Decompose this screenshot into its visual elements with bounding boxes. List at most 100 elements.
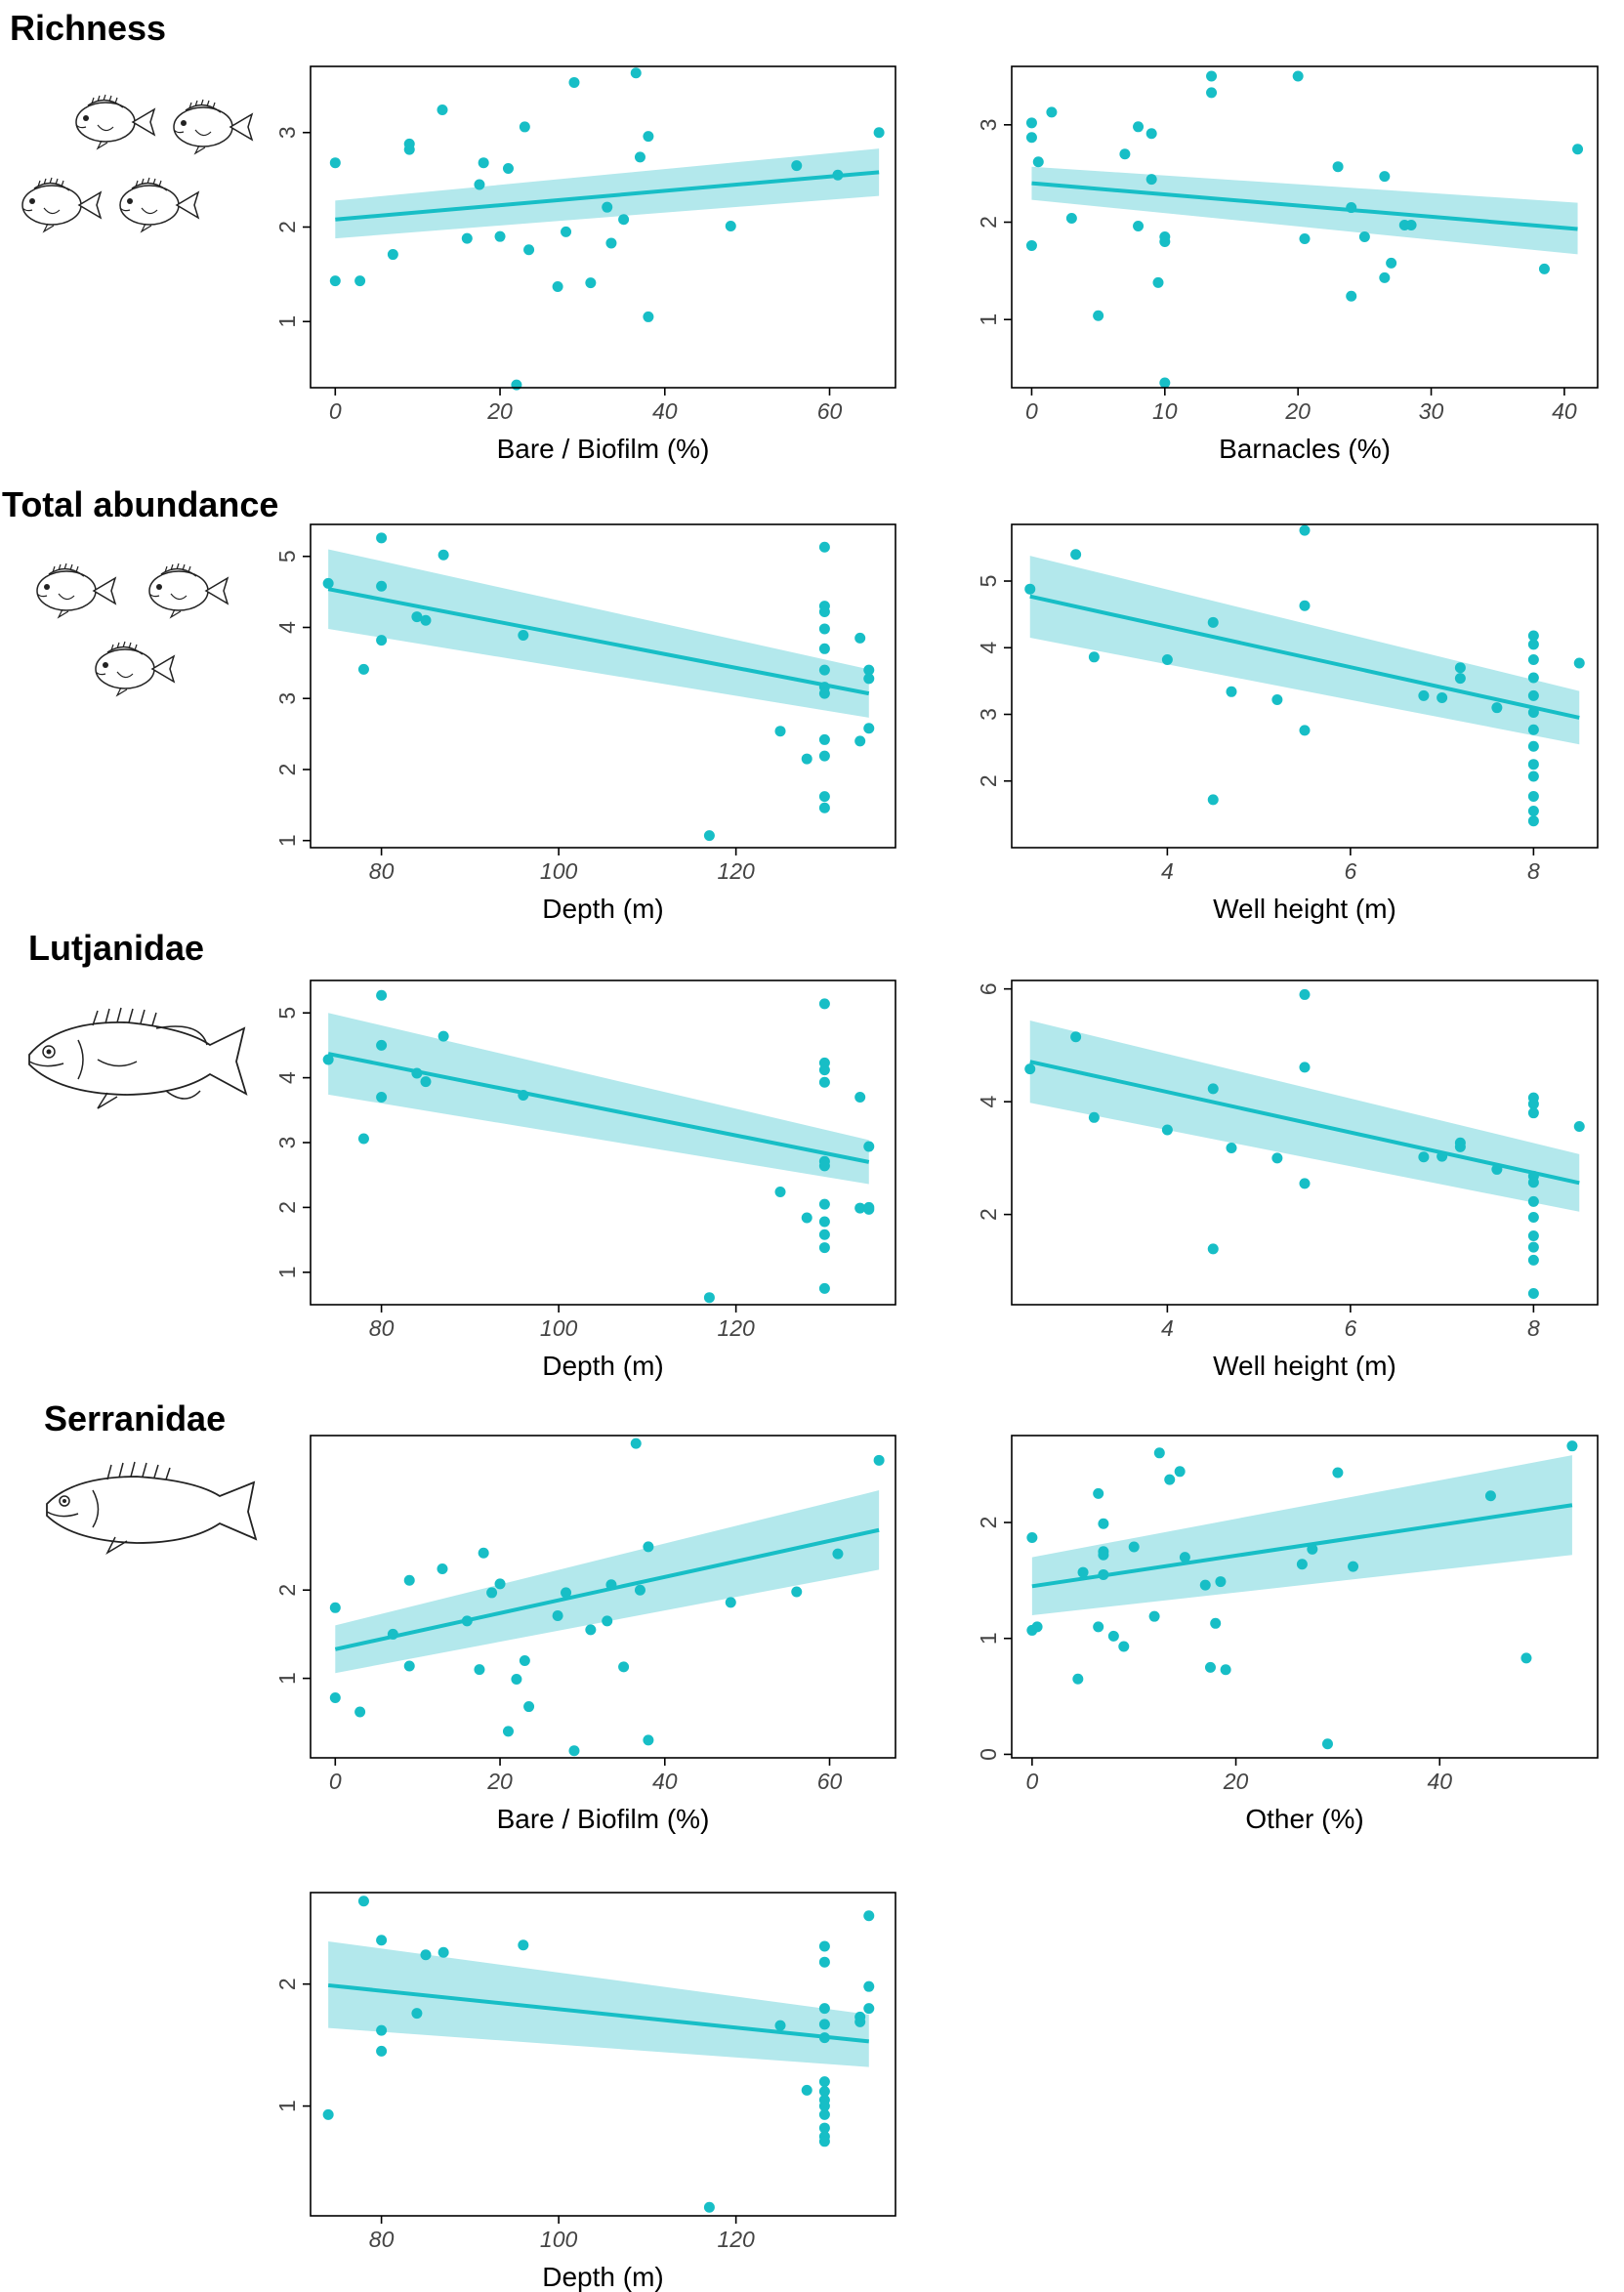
data-point — [774, 1186, 786, 1197]
data-point — [1307, 1543, 1318, 1555]
data-point — [863, 1980, 875, 1992]
y-tick-label: 4 — [976, 1096, 1001, 1108]
data-point — [1299, 1178, 1311, 1189]
confidence-band — [328, 1940, 869, 2067]
lutjanidae-fish-illustration — [28, 1007, 248, 1109]
data-point — [1077, 1566, 1089, 1578]
plot-frame — [1011, 523, 1599, 849]
data-point — [322, 577, 334, 589]
data-point — [1093, 1487, 1104, 1499]
data-point — [801, 1212, 812, 1224]
x-tick-label: 8 — [1527, 1315, 1540, 1341]
data-point — [420, 614, 432, 626]
data-point — [1321, 1738, 1333, 1750]
data-point — [568, 76, 580, 88]
data-point — [725, 221, 736, 232]
data-point — [1454, 662, 1466, 674]
data-point — [437, 1030, 449, 1042]
data-point — [1418, 1151, 1430, 1163]
x-tick-label: 120 — [717, 2227, 755, 2252]
confidence-band — [1029, 556, 1580, 745]
data-point — [818, 2076, 830, 2088]
x-axis-label: Barnacles (%) — [1219, 434, 1391, 464]
data-point — [630, 67, 642, 79]
data-point — [478, 1547, 489, 1559]
data-point — [357, 1896, 369, 1907]
data-point — [519, 1655, 530, 1667]
data-point — [818, 1940, 830, 1952]
data-point — [1032, 156, 1044, 168]
data-point — [863, 673, 875, 685]
data-point — [1152, 276, 1164, 288]
data-point — [725, 1597, 736, 1608]
data-point — [818, 733, 830, 745]
confidence-band — [1029, 1020, 1580, 1212]
data-point — [1573, 1121, 1585, 1133]
data-point — [1527, 1241, 1539, 1253]
y-tick-label: 4 — [274, 621, 300, 634]
data-point — [643, 1541, 654, 1553]
x-tick-label: 20 — [1284, 398, 1311, 424]
data-point — [1226, 686, 1237, 697]
y-tick-label: 2 — [976, 1517, 1001, 1529]
data-point — [1199, 1579, 1211, 1591]
data-point — [1527, 1254, 1539, 1266]
data-point — [818, 1956, 830, 1968]
data-point — [1161, 1124, 1173, 1136]
data-point — [1573, 657, 1585, 669]
data-point — [791, 160, 803, 172]
data-point — [1088, 1111, 1100, 1123]
data-point — [703, 2201, 715, 2213]
x-tick-label: 100 — [540, 1315, 578, 1341]
x-axis-label: Bare / Biofilm (%) — [497, 434, 710, 464]
data-point — [863, 723, 875, 734]
data-point — [1527, 1230, 1539, 1242]
data-point — [437, 549, 449, 561]
data-point — [854, 735, 866, 747]
data-point — [461, 232, 473, 244]
data-point — [329, 157, 341, 169]
data-point — [552, 1609, 563, 1621]
data-point — [1072, 1673, 1084, 1685]
data-point — [818, 1242, 830, 1254]
data-point — [1527, 1177, 1539, 1188]
data-point — [403, 1660, 415, 1672]
data-point — [1296, 1559, 1308, 1570]
data-point — [376, 2024, 388, 2036]
data-point — [818, 1216, 830, 1228]
data-point — [376, 2045, 388, 2057]
data-point — [518, 1939, 529, 1951]
data-point — [354, 275, 366, 287]
y-tick-label: 1 — [976, 1632, 1001, 1645]
x-axis-label: Well height (m) — [1213, 1351, 1396, 1381]
x-tick-label: 6 — [1344, 1315, 1356, 1341]
data-point — [552, 280, 563, 292]
data-point — [818, 541, 830, 553]
plot-frame — [1011, 1435, 1599, 1759]
data-point — [1379, 271, 1391, 283]
x-tick-label: 40 — [1427, 1769, 1452, 1794]
plot-frame — [1011, 65, 1599, 389]
regression-line — [334, 1527, 880, 1651]
data-point — [1520, 1652, 1532, 1664]
data-point — [1299, 600, 1311, 611]
data-point — [818, 1282, 830, 1294]
data-point — [376, 1092, 388, 1104]
data-point — [1098, 1549, 1109, 1561]
data-point — [818, 1160, 830, 1172]
data-point — [832, 169, 844, 181]
data-point — [376, 635, 388, 646]
data-point — [329, 1692, 341, 1704]
plot-frame — [310, 1892, 896, 2217]
data-point — [618, 214, 630, 226]
data-point — [1179, 1552, 1190, 1563]
data-point — [1145, 128, 1157, 140]
data-point — [602, 201, 613, 213]
data-point — [854, 1202, 866, 1214]
y-tick-label: 2 — [274, 764, 300, 776]
x-axis-label: Depth (m) — [542, 2262, 663, 2292]
data-point — [818, 2136, 830, 2147]
data-point — [1215, 1576, 1227, 1588]
data-point — [1527, 1212, 1539, 1224]
data-point — [1271, 693, 1283, 705]
